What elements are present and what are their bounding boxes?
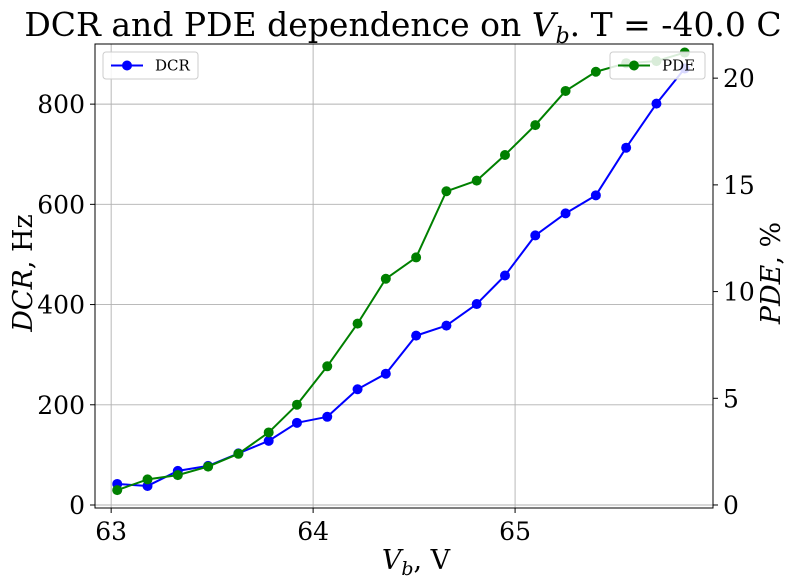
x-tick-label: 64	[297, 517, 329, 546]
pde-legend-box	[609, 51, 706, 80]
pde-data-point	[291, 399, 302, 410]
dcr-data-point	[560, 208, 571, 219]
legends: DCR PDE	[102, 51, 706, 80]
pde-data-point	[380, 273, 391, 284]
x-tick-label: 65	[499, 517, 531, 546]
y-axis-right-label: PDE, %	[756, 222, 787, 325]
y-left-tick-label: 400	[37, 291, 85, 320]
pde-data-point	[530, 120, 541, 131]
pde-data-point	[411, 252, 422, 263]
chart-title: DCR and PDE dependence on Vb. T = -40.0 …	[24, 5, 781, 49]
y-left-tick-label: 600	[37, 190, 85, 219]
pde-data-point	[263, 427, 274, 438]
dcr-data-point	[263, 435, 274, 446]
y-right-tick-label: 15	[723, 171, 755, 200]
pde-data-point	[590, 66, 601, 77]
y-right-tick-label: 20	[723, 64, 755, 93]
dcr-data-point	[471, 299, 482, 310]
x-axis-label: Vb, V	[382, 545, 451, 580]
axes: 63 64 65 0 200 400 600 800 0 5 10 15 20	[37, 64, 755, 546]
pde-data-point	[322, 361, 333, 372]
y-left-tick-label: 800	[37, 90, 85, 119]
pde-data-point	[471, 175, 482, 186]
dcr-legend-label: DCR	[155, 57, 191, 75]
dcr-legend-box	[102, 51, 199, 80]
pde-data-point	[233, 448, 244, 459]
plot-area-frame	[94, 43, 714, 509]
grid	[95, 44, 713, 508]
pde-data-point	[203, 461, 214, 472]
pde-data-point	[172, 470, 183, 481]
y-right-tick-label: 0	[723, 491, 739, 520]
dcr-legend-marker	[122, 60, 132, 71]
y-right-tick-label: 5	[723, 384, 739, 413]
dcr-data-point	[291, 417, 302, 428]
dcr-data-point	[499, 270, 510, 281]
y-left-tick-label: 0	[69, 491, 85, 520]
dcr-legend: DCR	[102, 51, 199, 80]
y-axis-left-label: DCR, Hz	[8, 214, 39, 333]
dcr-data-point	[380, 368, 391, 379]
dcr-data-point	[590, 190, 601, 201]
pde-data-point	[352, 318, 363, 329]
pde-data-point	[142, 474, 153, 485]
y-left-tick-label: 200	[37, 391, 85, 420]
dcr-data-point	[651, 98, 662, 109]
dcr-data-point	[411, 330, 422, 341]
pde-legend-marker	[629, 60, 639, 71]
pde-data-point	[499, 149, 510, 160]
x-tick-label: 63	[95, 517, 127, 546]
pde-data-point	[560, 85, 571, 96]
pde-series-line	[116, 51, 686, 492]
pde-legend-label: PDE	[662, 57, 695, 75]
dcr-data-point	[621, 142, 632, 153]
dcr-data-point	[352, 384, 363, 395]
pde-legend: PDE	[609, 51, 706, 80]
dcr-data-point	[530, 230, 541, 241]
series-layer	[112, 47, 690, 496]
pde-data-point	[112, 485, 123, 496]
dcr-series-line	[117, 67, 686, 487]
pde-data-point	[441, 186, 452, 197]
y-right-tick-label: 10	[723, 278, 755, 307]
dcr-data-point	[322, 411, 333, 422]
dcr-data-point	[441, 320, 452, 331]
